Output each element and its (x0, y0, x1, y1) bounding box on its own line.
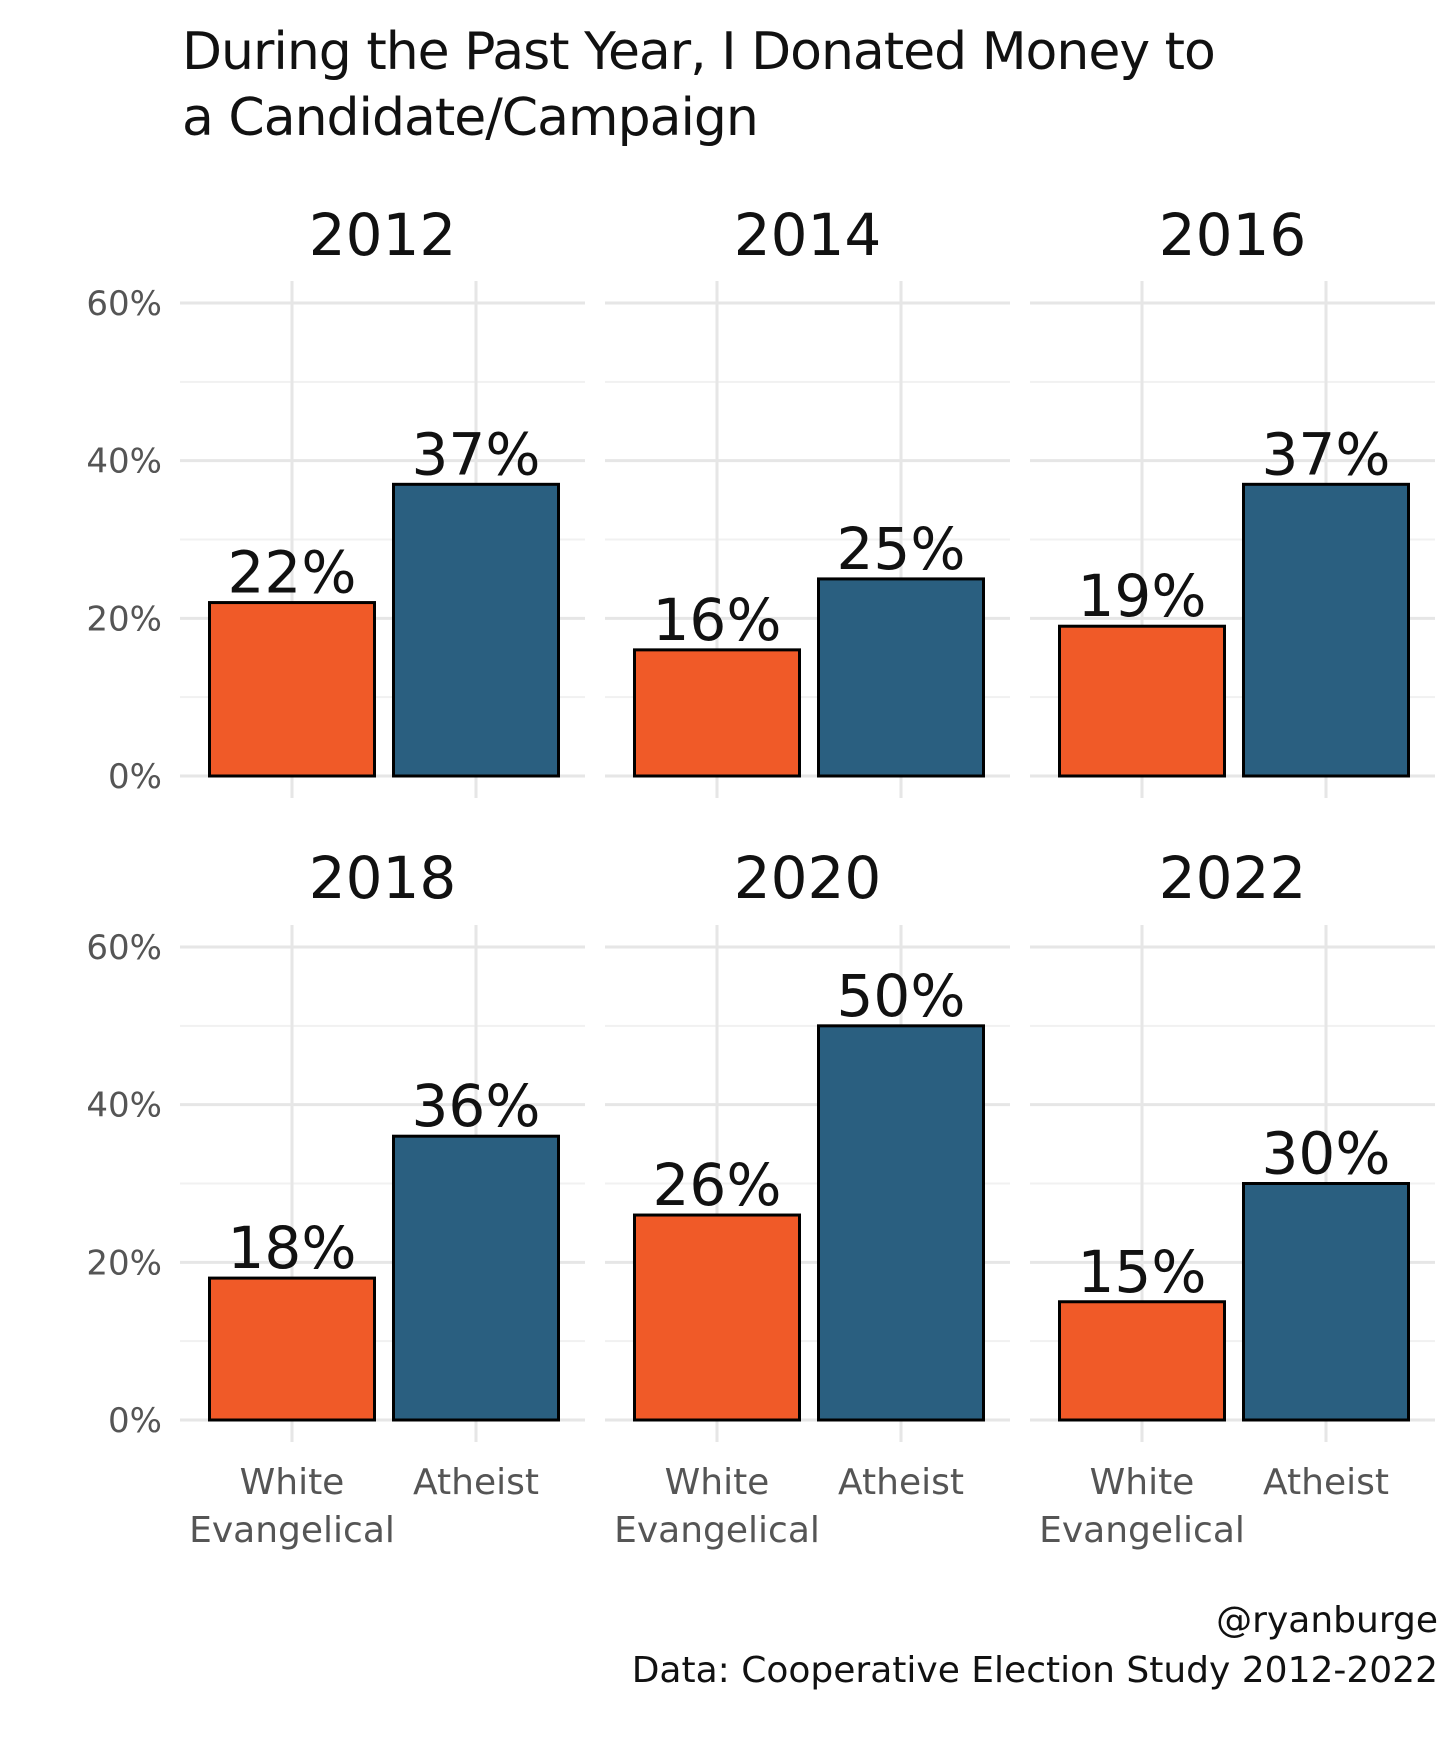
y-tick-label: 60% (86, 928, 162, 968)
bar-2018-atheist (392, 1134, 560, 1422)
x-tick-label: Evangelical (1039, 1510, 1245, 1551)
data-label-2014-white-evangelical: 16% (653, 586, 782, 654)
bar-2016-white-evangelical (1058, 624, 1226, 778)
chart-title-line-2: a Candidate/Campaign (182, 88, 759, 148)
x-tick-label: Atheist (838, 1462, 964, 1503)
x-tick-label: White (665, 1462, 770, 1503)
bar-2022-atheist (1242, 1182, 1410, 1422)
y-tick-label: 40% (86, 442, 162, 482)
y-tick-label: 20% (86, 1243, 162, 1283)
x-tick-label: White (1090, 1462, 1195, 1503)
caption-author: @ryanburge (1216, 1600, 1438, 1641)
facet-label-2022: 2022 (1159, 844, 1307, 912)
x-tick-label: Evangelical (614, 1510, 820, 1551)
facet-label-2020: 2020 (734, 844, 882, 912)
facet-label-2016: 2016 (1159, 201, 1307, 269)
y-tick-label: 0% (108, 1401, 162, 1441)
x-tick-label: Atheist (1263, 1462, 1389, 1503)
facet-label-2012: 2012 (309, 201, 457, 269)
x-tick-label: Atheist (413, 1462, 539, 1503)
bar-2014-atheist (817, 577, 985, 778)
data-label-2012-white-evangelical: 22% (228, 539, 357, 607)
chart-title-line-1: During the Past Year, I Donated Money to (182, 22, 1216, 82)
data-label-2012-atheist: 37% (412, 420, 541, 488)
data-label-2022-white-evangelical: 15% (1078, 1238, 1207, 1306)
data-label-2018-atheist: 36% (412, 1072, 541, 1140)
y-tick-label: 60% (86, 284, 162, 324)
data-label-2014-atheist: 25% (837, 515, 966, 583)
y-tick-label: 40% (86, 1086, 162, 1126)
data-label-2016-atheist: 37% (1262, 420, 1391, 488)
y-tick-label: 0% (108, 757, 162, 797)
data-label-2020-atheist: 50% (837, 962, 966, 1030)
bar-2018-white-evangelical (208, 1276, 376, 1422)
data-label-2016-white-evangelical: 19% (1078, 562, 1207, 630)
facet-label-2014: 2014 (734, 201, 882, 269)
facet-label-2018: 2018 (309, 844, 457, 912)
bar-2020-white-evangelical (633, 1213, 801, 1422)
bar-2022-white-evangelical (1058, 1300, 1226, 1422)
x-tick-label: White (240, 1462, 345, 1503)
caption-source: Data: Cooperative Election Study 2012-20… (631, 1650, 1438, 1691)
bar-2012-atheist (392, 482, 560, 778)
bar-2020-atheist (817, 1024, 985, 1422)
bar-2016-atheist (1242, 482, 1410, 778)
y-tick-label: 20% (86, 599, 162, 639)
data-label-2020-white-evangelical: 26% (653, 1151, 782, 1219)
data-label-2022-atheist: 30% (1262, 1120, 1391, 1188)
data-label-2018-white-evangelical: 18% (228, 1214, 357, 1282)
bar-2012-white-evangelical (208, 601, 376, 778)
bar-2014-white-evangelical (633, 648, 801, 778)
x-tick-label: Evangelical (189, 1510, 395, 1551)
